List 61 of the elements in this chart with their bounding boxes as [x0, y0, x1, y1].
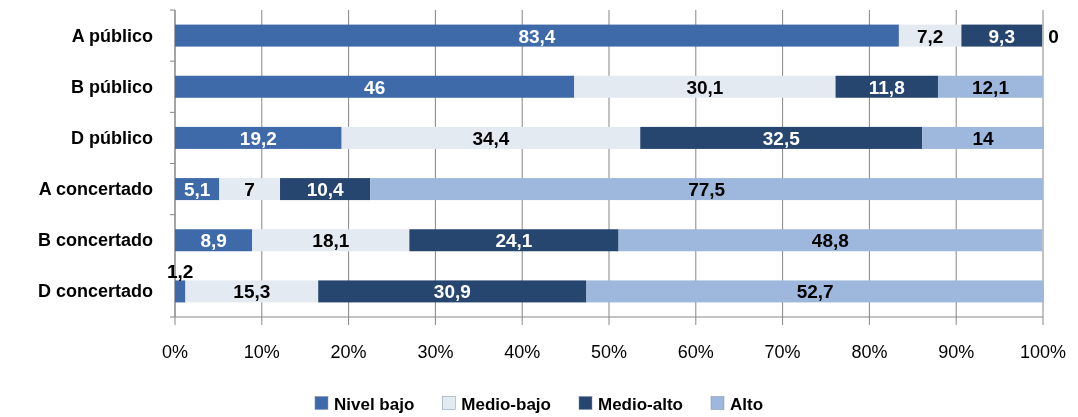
data-label: 24,1: [495, 229, 533, 251]
data-label: 5,1: [183, 178, 211, 200]
bar: [318, 280, 587, 303]
bar: [370, 178, 1043, 201]
y-tick-label: B público: [71, 76, 153, 97]
bar: [574, 75, 836, 98]
data-label: 46: [364, 76, 386, 98]
x-tick-label: 0%: [161, 342, 189, 362]
data-label: 14: [972, 127, 995, 149]
bar: [175, 280, 186, 303]
bar: [922, 126, 1044, 149]
legend-label: Alto: [729, 394, 764, 414]
bar: [252, 229, 410, 252]
data-label: 15,3: [233, 280, 271, 302]
bar: [341, 126, 641, 149]
legend-label: Medio-alto: [597, 394, 683, 414]
data-label: 7,2: [916, 25, 944, 47]
x-tick-label: 20%: [330, 342, 367, 362]
data-label: 0: [1048, 25, 1059, 47]
y-tick-label: D concertado: [37, 281, 153, 302]
data-label: 10,4: [306, 178, 345, 200]
x-tick-label: 70%: [764, 342, 801, 362]
x-tick-label: 60%: [677, 342, 714, 362]
y-tick-label: A concertado: [38, 179, 153, 200]
bar: [185, 280, 319, 303]
data-label: 9,3: [988, 25, 1015, 47]
data-label: 30,9: [433, 280, 471, 302]
x-tick-label: 30%: [417, 342, 454, 362]
data-label: 7: [244, 178, 255, 200]
x-tick-label: 100%: [1019, 342, 1067, 362]
y-tick-label: B concertado: [37, 230, 153, 251]
y-tick-label: A público: [71, 25, 153, 46]
bar: [219, 178, 281, 201]
data-label: 8,9: [200, 229, 227, 251]
data-label: 32,5: [762, 127, 801, 149]
bar: [640, 126, 923, 149]
data-label: 48,8: [811, 229, 849, 251]
data-label: 77,5: [688, 178, 726, 200]
x-tick-label: 90%: [938, 342, 975, 362]
bar: [586, 280, 1044, 303]
y-tick-label: D público: [71, 127, 153, 148]
data-label: 12,1: [971, 76, 1010, 98]
data-label: 18,1: [312, 229, 350, 251]
x-tick-label: 10%: [243, 342, 280, 362]
x-tick-label: 40%: [504, 342, 541, 362]
data-label: 30,1: [686, 76, 724, 98]
bar: [175, 126, 342, 149]
data-label: 83,4: [518, 25, 556, 47]
bar: [618, 229, 1043, 252]
data-label: 19,2: [239, 127, 277, 149]
x-tick-label: 80%: [851, 342, 888, 362]
x-tick-label: 50%: [590, 342, 628, 362]
data-label: 52,7: [796, 280, 834, 302]
bar: [409, 229, 619, 252]
data-label: 1,2: [167, 260, 194, 282]
bar: [175, 24, 899, 47]
legend-label: Nivel bajo: [333, 394, 415, 414]
data-label: 11,8: [868, 76, 905, 98]
data-label: 34,4: [472, 127, 510, 149]
bar: [175, 75, 575, 98]
legend-label: Medio-bajo: [461, 394, 551, 414]
